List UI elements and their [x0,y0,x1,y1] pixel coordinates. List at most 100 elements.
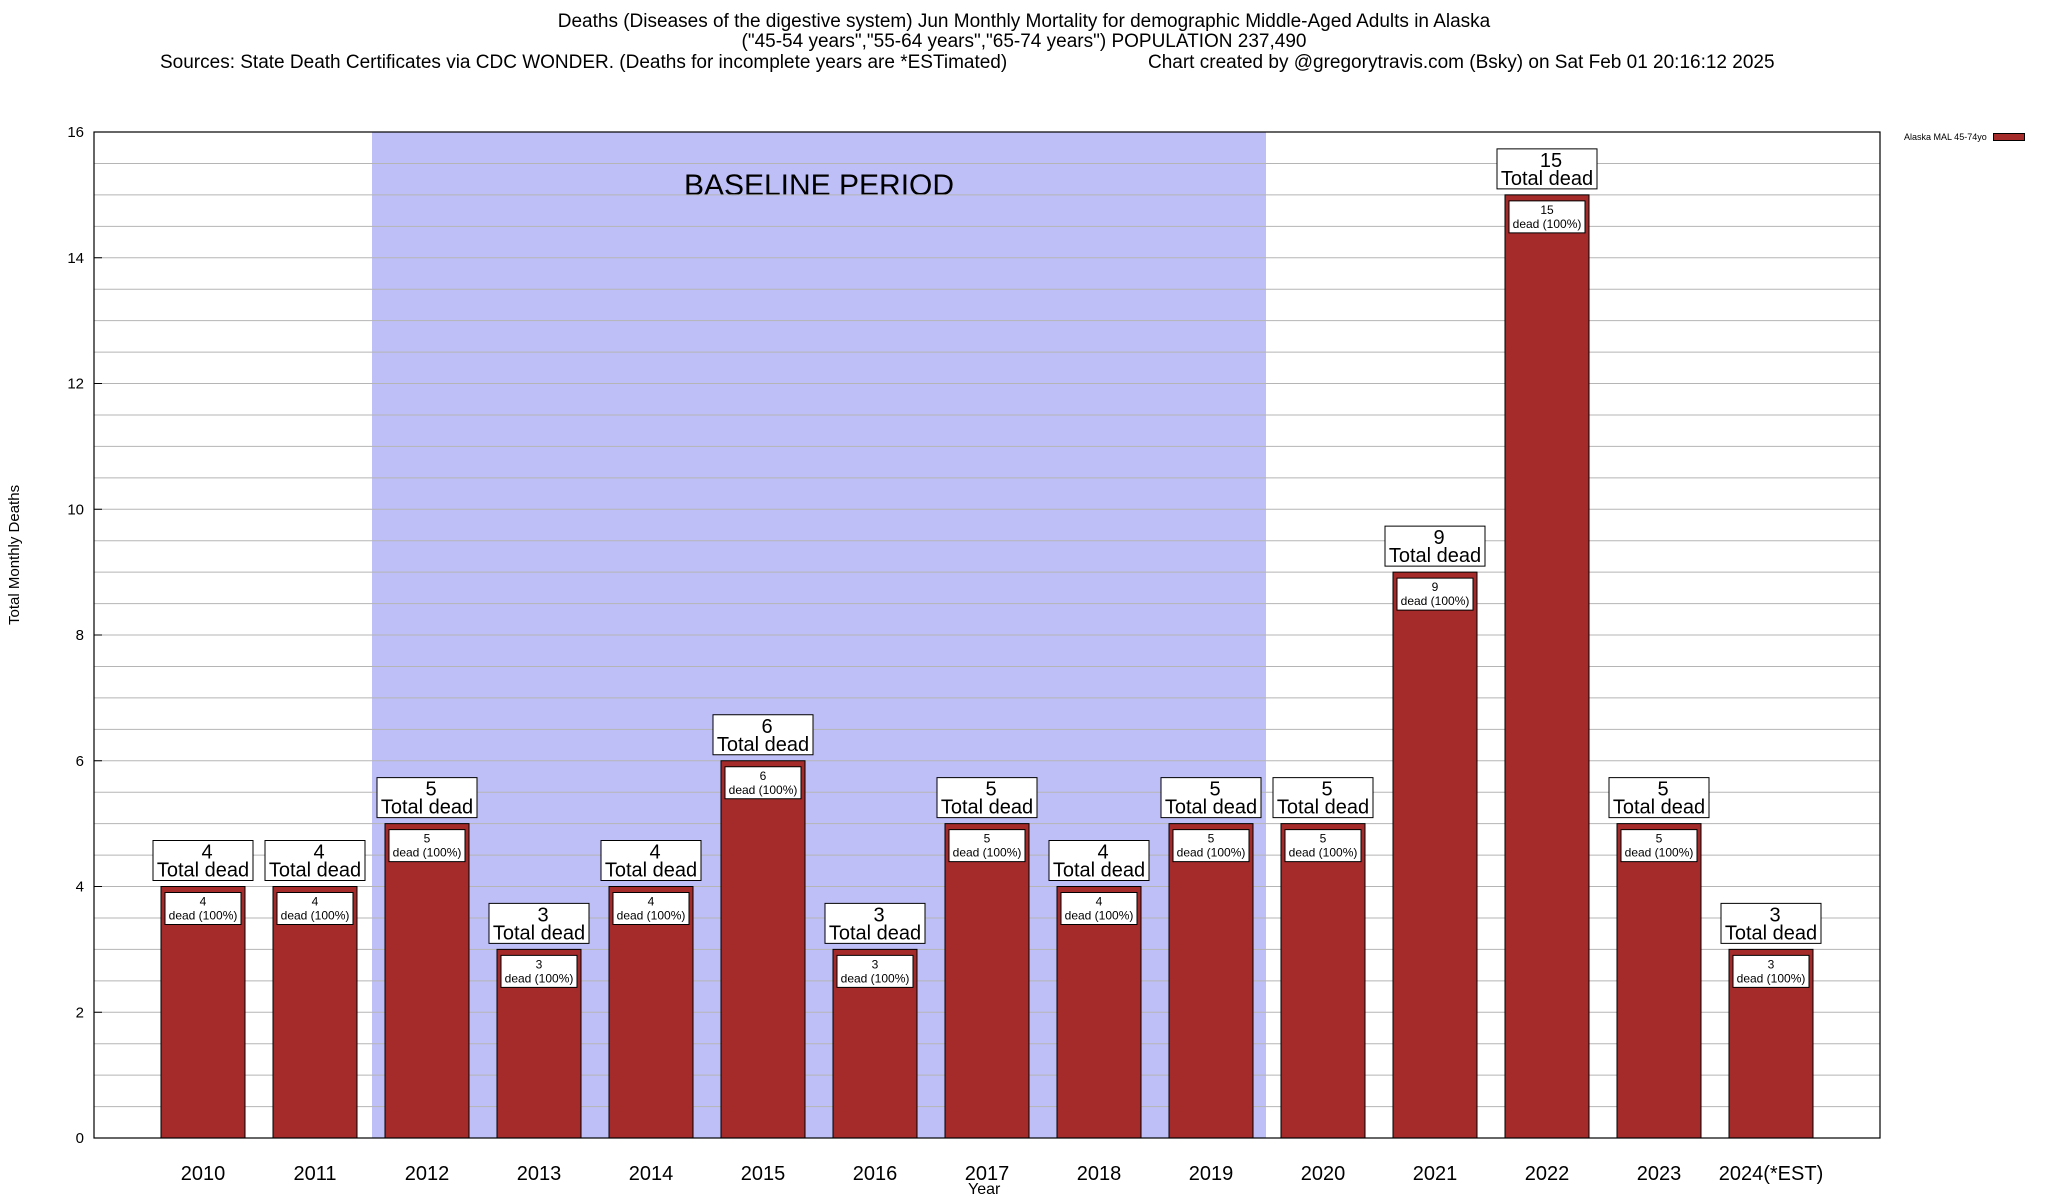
top-label-text: Total dead [1165,797,1257,819]
top-label-box [936,777,1038,819]
x-tick-label: 2022 [1525,1163,1570,1185]
inner-label-box [1284,829,1362,863]
inner-label-count: 4 [200,895,207,909]
x-tick-label: 2021 [1413,1163,1458,1185]
bar [272,886,358,1139]
top-label-box [1160,777,1262,819]
inner-label-count: 4 [1096,895,1103,909]
inner-label-count: 5 [1656,832,1663,846]
x-tick-label: 2020 [1301,1163,1346,1185]
top-label-text: Total dead [1725,922,1817,944]
top-label-text: Total dead [605,860,697,882]
inner-label-pct: dead (100%) [281,909,350,923]
inner-label-pct: dead (100%) [1737,971,1806,985]
x-tick-label: 2015 [741,1163,786,1185]
top-label-count: 5 [1657,779,1668,801]
top-label-box [712,714,814,756]
inner-label-pct: dead (100%) [169,909,238,923]
inner-label-pct: dead (100%) [393,846,462,860]
y-tick-label: 6 [76,753,84,770]
inner-label-count: 4 [648,895,655,909]
inner-label-box [612,892,690,925]
top-label-text: Total dead [1389,545,1481,567]
top-label-box [1272,777,1374,819]
inner-label-count: 5 [984,832,991,846]
inner-label-box [948,829,1026,863]
top-label-count: 9 [1433,527,1444,549]
inner-label-pct: dead (100%) [729,783,798,797]
inner-label-box [1172,829,1250,863]
top-label-text: Total dead [269,860,361,882]
top-label-count: 4 [313,842,324,864]
top-label-count: 5 [425,779,436,801]
top-label-count: 3 [873,904,884,926]
top-label-text: Total dead [1501,168,1593,190]
inner-label-box [1620,829,1698,863]
y-tick-label: 0 [76,1130,84,1147]
inner-label-box [1732,954,1810,988]
inner-label-pct: dead (100%) [953,846,1022,860]
inner-label-pct: dead (100%) [1401,594,1470,608]
inner-label-pct: dead (100%) [841,971,910,985]
bar [160,886,246,1139]
top-label-count: 4 [649,842,660,864]
inner-label-pct: dead (100%) [1513,217,1582,231]
top-label-text: Total dead [1053,860,1145,882]
top-label-text: Total dead [493,922,585,944]
top-label-count: 3 [1769,904,1780,926]
title-line-2: ("45-54 years","55-64 years","65-74 year… [741,31,1307,52]
top-label-text: Total dead [381,797,473,819]
top-label-count: 5 [985,779,996,801]
top-label-box [1720,902,1822,944]
x-tick-label: 2013 [517,1163,562,1185]
y-tick-label: 2 [76,1004,84,1021]
y-tick-label: 4 [76,879,84,896]
x-tick-label: 2017 [965,1163,1010,1185]
y-tick-label: 8 [76,627,84,644]
top-label-count: 5 [1321,779,1332,801]
top-label-count: 4 [1097,842,1108,864]
inner-label-box [836,954,914,988]
x-tick-label: 2018 [1077,1163,1122,1185]
inner-label-count: 9 [1432,580,1439,594]
bar [944,823,1030,1139]
title-line-1: Deaths (Diseases of the digestive system… [557,11,1491,32]
top-label-box [1048,840,1150,881]
bar [720,760,806,1139]
bar [608,886,694,1139]
x-tick-label: 2019 [1189,1163,1234,1185]
x-tick-label: 2014 [629,1163,674,1185]
chart-sources: Sources: State Death Certificates via CD… [160,52,1008,73]
inner-label-count: 4 [312,895,319,909]
bar [1056,886,1142,1139]
bar [384,823,470,1139]
inner-label-box [276,892,354,925]
top-label-count: 15 [1540,150,1562,172]
inner-label-box [1396,577,1474,611]
inner-label-box [1508,200,1586,234]
plot-frame [93,131,1881,1139]
bar [1616,823,1702,1139]
bar [1280,823,1366,1139]
top-label-text: Total dead [941,797,1033,819]
inner-label-box [1060,892,1138,925]
top-label-count: 3 [537,904,548,926]
top-label-text: Total dead [157,860,249,882]
top-label-box [824,902,926,944]
inner-label-count: 3 [872,957,879,971]
inner-label-count: 3 [1768,957,1775,971]
x-tick-label: 2010 [181,1163,226,1185]
inner-label-count: 6 [760,769,767,783]
top-label-box [1384,525,1486,567]
inner-label-pct: dead (100%) [617,909,686,923]
inner-label-pct: dead (100%) [1177,846,1246,860]
top-label-box [1496,148,1598,190]
top-label-box [488,902,590,944]
x-tick-label: 2023 [1637,1163,1682,1185]
top-label-count: 4 [201,842,212,864]
inner-label-pct: dead (100%) [1289,846,1358,860]
top-label-text: Total dead [717,734,809,756]
top-label-box [1608,777,1710,819]
top-label-count: 5 [1209,779,1220,801]
chart-credit: Chart created by @gregorytravis.com (Bsk… [1148,52,1775,73]
